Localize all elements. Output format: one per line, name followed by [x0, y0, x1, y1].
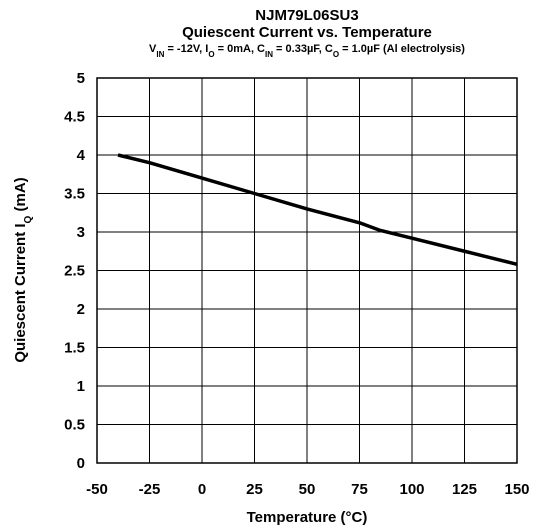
y-tick-label: 2: [77, 301, 85, 318]
text-part: = 0mA, C: [215, 43, 265, 55]
chart-title: NJM79L06SU3: [255, 7, 358, 24]
y-tick-label: 2.5: [64, 263, 85, 280]
y-tick-label: 4: [77, 147, 86, 164]
text-part: = 1.0µF (Al electrolysis): [339, 43, 465, 55]
x-tick-label: -50: [86, 481, 108, 498]
x-tick-label: 50: [299, 481, 316, 498]
data-line: [117, 153, 518, 267]
x-axis-label: Temperature (°C): [247, 509, 368, 526]
conditions: VIN = -12V, IO = 0mA, CIN = 0.33µF, CO =…: [149, 43, 465, 59]
x-tick-label: 0: [198, 481, 206, 498]
text-part: Quiescent Current I: [12, 223, 29, 362]
x-tick-label: 25: [246, 481, 263, 498]
y-tick-label: 5: [77, 70, 85, 87]
x-tick-label: 125: [452, 481, 477, 498]
y-tick-label: 0: [77, 455, 85, 472]
subscript: IN: [265, 50, 273, 59]
subscript: IN: [156, 50, 164, 59]
text-part: (mA): [12, 177, 29, 215]
x-tick-label: -25: [139, 481, 161, 498]
plot-frame: [96, 77, 518, 464]
subscript: O: [208, 50, 214, 59]
y-axis-label: Quiescent Current IQ (mA): [12, 177, 34, 362]
chart-subtitle: Quiescent Current vs. Temperature: [182, 24, 432, 41]
text-part: = -12V, I: [164, 43, 208, 55]
subscript: O: [333, 50, 339, 59]
text-part: = 0.33µF, C: [273, 43, 333, 55]
subscript: Q: [23, 215, 34, 223]
y-tick-label: 0.5: [64, 417, 85, 434]
y-tick-label: 3: [77, 224, 85, 241]
text-part: V: [149, 43, 157, 55]
y-tick-label: 4.5: [64, 109, 85, 126]
y-tick-label: 3.5: [64, 186, 85, 203]
x-tick-label: 75: [351, 481, 368, 498]
x-tick-label: 100: [399, 481, 424, 498]
y-tick-label: 1.5: [64, 340, 85, 357]
y-tick-label: 1: [77, 378, 85, 395]
x-tick-label: 150: [504, 481, 529, 498]
